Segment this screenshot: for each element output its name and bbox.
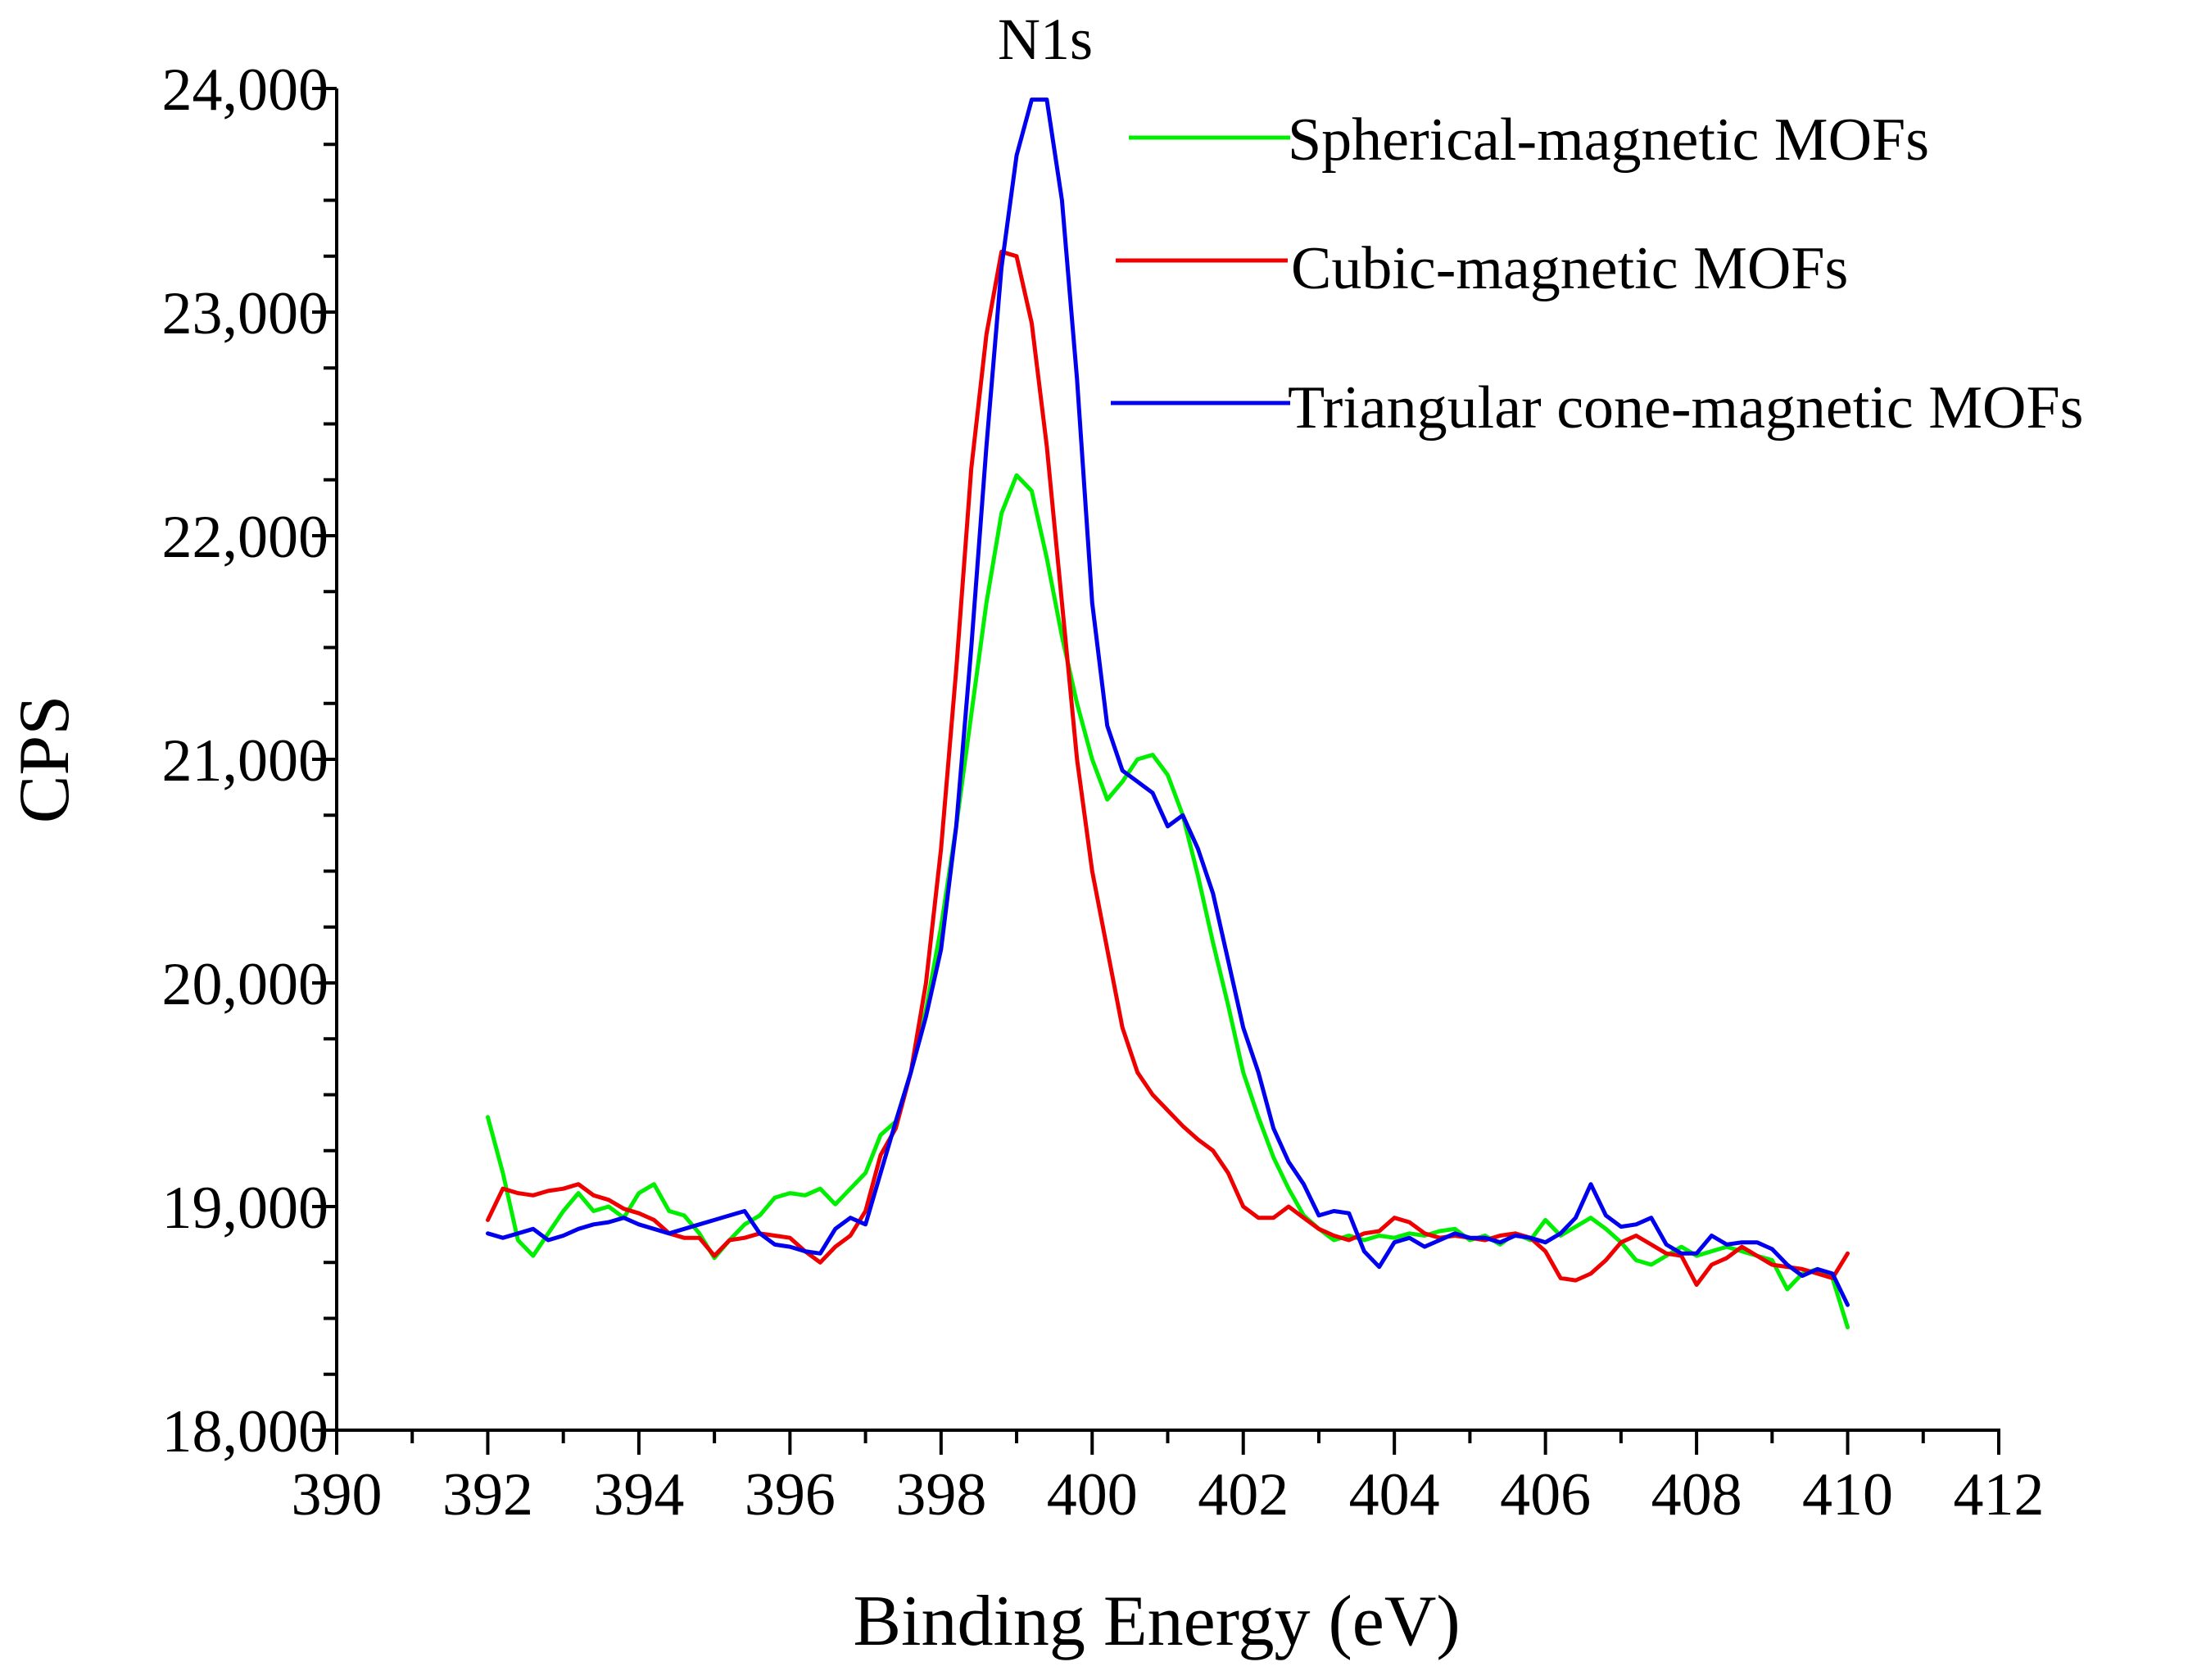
series-line-3 (486, 97, 1850, 1307)
y-tick-label: 20,000 (162, 951, 329, 1018)
series-lines (486, 97, 1850, 1329)
x-tick-label: 400 (1047, 1461, 1138, 1528)
x-tick-label: 398 (895, 1461, 986, 1528)
legend-label-2: Cubic-magnetic MOFs (1291, 235, 1848, 302)
chart-title: N1s (998, 7, 1093, 72)
x-tick-label: 390 (292, 1461, 383, 1528)
x-tick-label: 410 (1802, 1461, 1893, 1528)
x-tick-label: 394 (593, 1461, 684, 1528)
x-tick-label: 412 (1954, 1461, 2045, 1528)
x-axis-title: Binding Energy (eV) (853, 1582, 1460, 1661)
series-line-2 (486, 249, 1850, 1287)
x-tick-label: 392 (442, 1461, 533, 1528)
y-axis-title: CPS (5, 695, 84, 824)
x-tick-label: 402 (1198, 1461, 1289, 1528)
tick-marks (312, 87, 2000, 1455)
y-tick-label: 21,000 (162, 727, 329, 795)
legend: Spherical-magnetic MOFs Cubic-magnetic MO… (1111, 106, 2083, 442)
x-tick-label: 396 (745, 1461, 836, 1528)
x-tick-label: 406 (1500, 1461, 1591, 1528)
x-tick-label: 404 (1349, 1461, 1440, 1528)
legend-label-1: Spherical-magnetic MOFs (1288, 106, 1929, 174)
legend-label-3: Triangular cone-magnetic MOFs (1288, 374, 2083, 442)
y-tick-label: 19,000 (162, 1175, 329, 1242)
series-line-1 (486, 473, 1850, 1329)
y-tick-label: 24,000 (162, 57, 329, 124)
y-tick-label: 22,000 (162, 504, 329, 571)
y-tick-label: 23,000 (162, 280, 329, 347)
x-tick-label: 408 (1651, 1461, 1742, 1528)
y-tick-label: 18,000 (162, 1398, 329, 1465)
tick-labels: 390 392 394 396 398 400 402 404 406 408 410 412 18,0… (162, 57, 2045, 1528)
